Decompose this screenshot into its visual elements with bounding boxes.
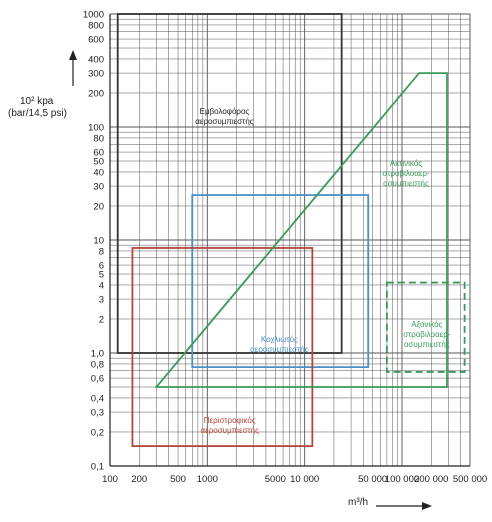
tick-labels: 1000800600400300200100806050403020108654… bbox=[83, 10, 487, 486]
y-tick-label: 6 bbox=[99, 261, 104, 272]
region-label-line: οσυμπιεστής bbox=[404, 340, 450, 349]
region-label-line: Κοχλιωτός bbox=[261, 335, 298, 344]
region-label-line: αεροσυμπιεστής bbox=[250, 345, 309, 354]
region-label-line: αεροσυμπιεστής bbox=[201, 426, 260, 435]
x-tick-label: 10 000 bbox=[290, 474, 319, 485]
x-axis-unit: m³/h bbox=[348, 497, 368, 508]
region-label-1: Εμβολοφόρος αεροσυμπιεστής bbox=[195, 107, 254, 126]
y-tick-label: 3 bbox=[99, 295, 104, 306]
x-tick-label: 50 000 bbox=[358, 474, 387, 485]
y-tick-label: 10 bbox=[93, 236, 104, 247]
region-label-line: αεροσυμπιεστής bbox=[195, 117, 254, 126]
y-tick-label: 0,1 bbox=[91, 462, 104, 473]
x-tick-label: 200 bbox=[131, 474, 147, 485]
y-tick-label: 60 bbox=[93, 148, 104, 159]
x-axis-unit-text: m³/h bbox=[348, 497, 368, 508]
x-tick-label: 100 000 bbox=[385, 474, 419, 485]
y-axis-label-line1: 10² kpa bbox=[20, 96, 54, 107]
region-label-2: Κοχλιωτός αεροσυμπιεστής bbox=[250, 335, 309, 354]
y-tick-label: 0,4 bbox=[91, 393, 104, 404]
x-tick-label: 500 bbox=[170, 474, 186, 485]
y-tick-label: 400 bbox=[88, 54, 104, 65]
region-label-line: Εμβολοφόρος bbox=[200, 107, 250, 116]
y-tick-label: 0,3 bbox=[91, 408, 104, 419]
y-tick-label: 5 bbox=[99, 270, 104, 281]
y-axis-label-line2: (bar/14,5 psi) bbox=[8, 108, 67, 119]
region-label-line: οσυμπιεστής bbox=[383, 179, 429, 188]
y-tick-label: 20 bbox=[93, 201, 104, 212]
region-label-line: Περιστροφικός bbox=[204, 416, 256, 425]
y-tick-label: 2 bbox=[99, 314, 104, 325]
plot-frame bbox=[109, 14, 470, 467]
x-tick-label: 1000 bbox=[197, 474, 218, 485]
x-tick-label: 200 000 bbox=[414, 474, 448, 485]
x-tick-label: 500 000 bbox=[453, 474, 487, 485]
region-4 bbox=[154, 72, 448, 388]
x-axis-arrowhead bbox=[422, 502, 432, 510]
y-tick-label: 0,2 bbox=[91, 427, 104, 438]
grid bbox=[109, 13, 471, 467]
y-tick-label: 0,8 bbox=[91, 359, 104, 370]
regions bbox=[116, 13, 466, 448]
region-label-line: στροβιλοαερ- bbox=[382, 169, 430, 178]
region-1 bbox=[116, 13, 343, 354]
region-label-line: στροβιλοαερ- bbox=[403, 330, 451, 339]
y-tick-label: 100 bbox=[88, 123, 104, 134]
y-tick-label: 4 bbox=[99, 280, 104, 291]
region-label-line: Αξονικός bbox=[411, 320, 442, 329]
y-tick-label: 800 bbox=[88, 20, 104, 31]
y-tick-label: 8 bbox=[99, 246, 104, 257]
region-5 bbox=[385, 281, 466, 373]
x-tick-label: 100 bbox=[102, 474, 118, 485]
y-tick-label: 50 bbox=[93, 157, 104, 168]
y-tick-label: 1,0 bbox=[91, 349, 104, 360]
region-label-4: Ακτινικός στροβιλοαερ-οσυμπιεστής bbox=[382, 159, 430, 188]
region-label-line: Ακτινικός bbox=[390, 159, 422, 168]
region-3 bbox=[131, 247, 314, 448]
y-tick-label: 300 bbox=[88, 69, 104, 80]
y-tick-label: 200 bbox=[88, 88, 104, 99]
y-axis-arrowhead bbox=[69, 50, 77, 60]
region-label-3: Περιστροφικός αεροσυμπιεστής bbox=[201, 416, 260, 435]
x-tick-label: 5000 bbox=[265, 474, 286, 485]
region-2 bbox=[191, 194, 370, 369]
y-tick-label: 1000 bbox=[83, 10, 104, 21]
y-tick-label: 80 bbox=[93, 133, 104, 144]
y-tick-label: 30 bbox=[93, 182, 104, 193]
axis-arrows bbox=[69, 50, 432, 510]
y-tick-label: 600 bbox=[88, 35, 104, 46]
region-label-5: Αξονικός στροβιλοαερ-οσυμπιεστής bbox=[403, 320, 451, 349]
y-tick-label: 40 bbox=[93, 167, 104, 178]
y-tick-label: 0,6 bbox=[91, 374, 104, 385]
